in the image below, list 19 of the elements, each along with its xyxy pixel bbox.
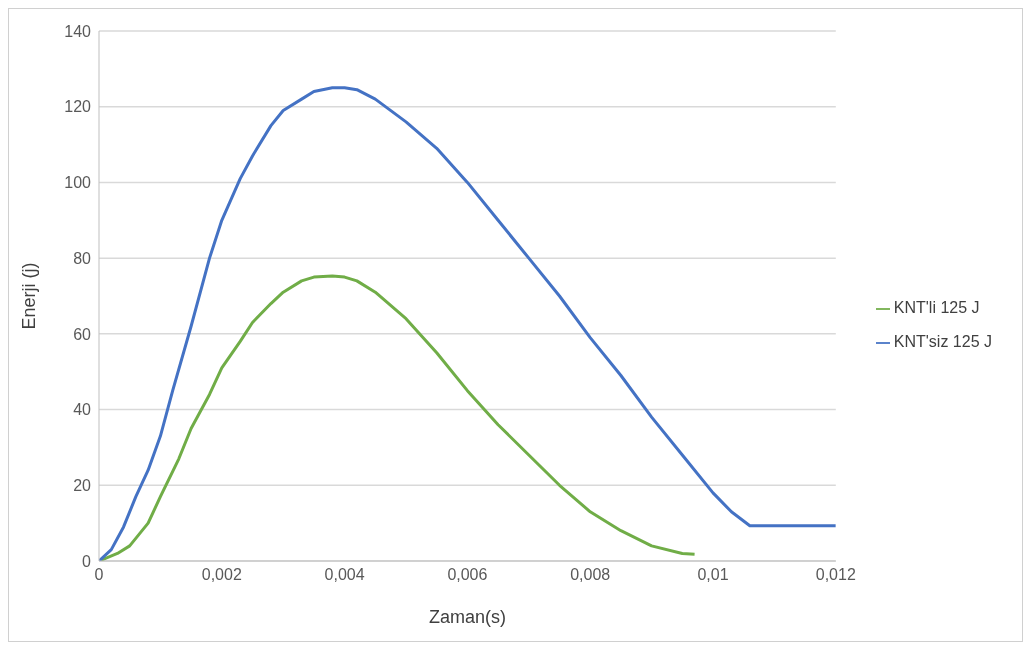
- x-tick-label: 0,012: [815, 566, 856, 584]
- x-tick-label: 0,006: [447, 566, 488, 584]
- y-tick-label: 80: [73, 249, 92, 267]
- legend-label: KNT'li 125 J: [893, 299, 980, 316]
- x-tick-label: 0: [94, 566, 104, 584]
- x-axis-title: Zaman(s): [428, 607, 506, 627]
- y-tick-label: 140: [64, 22, 92, 40]
- legend-label: KNT'siz 125 J: [893, 333, 992, 350]
- x-tick-label: 0,01: [697, 566, 729, 584]
- x-tick-label: 0,008: [570, 566, 611, 584]
- y-tick-label: 60: [73, 325, 92, 343]
- y-tick-label: 20: [73, 476, 92, 494]
- x-tick-label: 0,004: [324, 566, 365, 584]
- y-tick-label: 100: [64, 174, 92, 192]
- x-tick-label: 0,002: [201, 566, 242, 584]
- y-axis-title: Enerji (j): [19, 262, 40, 330]
- y-tick-label: 120: [64, 98, 92, 116]
- y-tick-label: 40: [73, 401, 92, 419]
- y-tick-label: 0: [82, 552, 92, 570]
